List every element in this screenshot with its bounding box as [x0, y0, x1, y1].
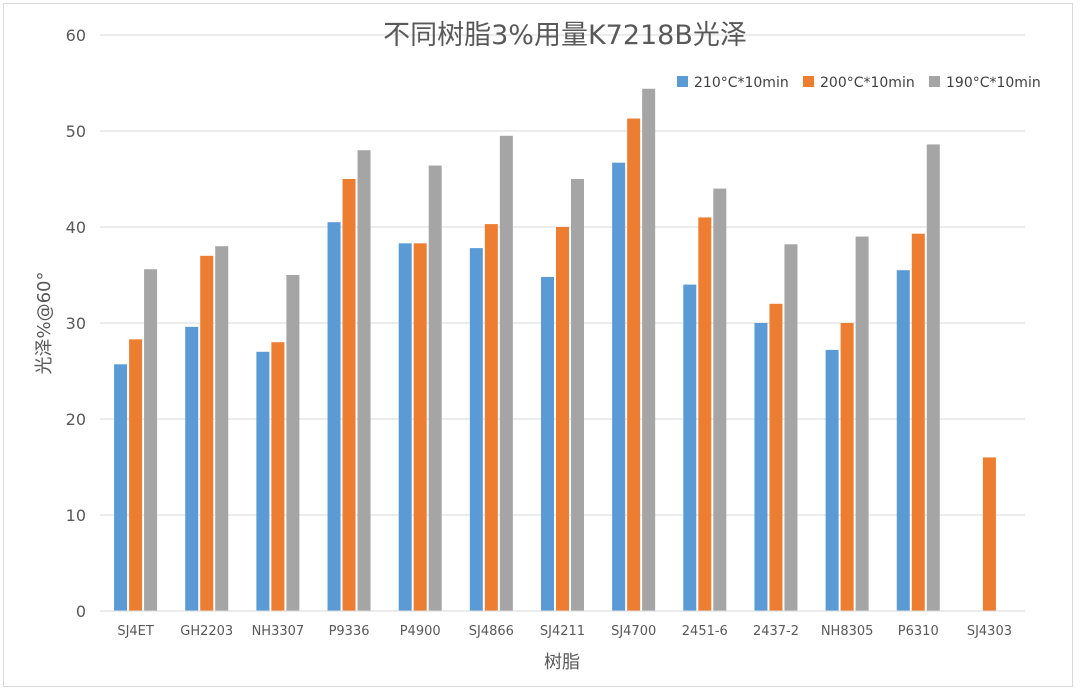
bar [413, 243, 427, 611]
bar [642, 88, 656, 611]
bar [271, 342, 285, 611]
bar [769, 303, 783, 611]
bar [612, 162, 626, 611]
bar [484, 224, 498, 611]
chart-title: 不同树脂3%用量K7218B光泽 [383, 20, 747, 51]
bar [286, 275, 300, 611]
y-tick-label: 40 [66, 218, 86, 237]
x-tick-label: NH3307 [252, 624, 305, 639]
bar [398, 243, 412, 611]
bar [144, 269, 158, 611]
bar [825, 349, 839, 611]
x-tick-label: SJ4ET [117, 624, 154, 639]
y-tick-label: 30 [66, 314, 86, 333]
bar [713, 188, 727, 611]
bars [114, 88, 996, 612]
legend-swatch [803, 76, 814, 87]
legend: 210°C*10min 200°C*10min 190°C*10min [677, 75, 1041, 91]
bar [469, 248, 483, 611]
bar [982, 457, 996, 611]
bar [926, 144, 940, 611]
y-tick-label: 60 [66, 26, 86, 45]
bar [327, 222, 341, 611]
bar [342, 179, 356, 611]
x-axis-label: 树脂 [544, 652, 580, 673]
x-tick-label: P9336 [329, 624, 370, 639]
x-tick-label: GH2203 [180, 624, 233, 639]
x-tick-label: SJ4211 [540, 624, 585, 639]
bar [556, 227, 569, 611]
bar [114, 364, 128, 611]
legend-label: 190°C*10min [946, 75, 1041, 91]
bar [200, 255, 214, 612]
bar [840, 323, 854, 611]
x-tick-label: SJ4700 [611, 624, 656, 639]
gridlines [100, 34, 1025, 516]
y-axis-label: 光泽%@60° [34, 271, 55, 374]
x-tick-label: 2437-2 [753, 624, 799, 639]
bar [683, 284, 697, 611]
x-tick-label: P6310 [898, 624, 939, 639]
legend-label: 210°C*10min [694, 75, 789, 91]
bar [911, 233, 925, 611]
bar [357, 150, 371, 611]
x-tick-label: P4900 [400, 624, 441, 639]
bar [627, 118, 641, 612]
x-tick-label: SJ4866 [469, 624, 514, 639]
bar [215, 246, 229, 611]
x-tick-label: NH8305 [821, 624, 874, 639]
chart-frame [3, 3, 1073, 687]
bar [698, 217, 712, 611]
bar [256, 351, 270, 611]
bar [571, 179, 584, 611]
bar [428, 165, 442, 611]
y-axis-ticks: 0 10 20 30 40 50 60 [66, 26, 86, 621]
bar [784, 244, 798, 611]
bar [185, 326, 199, 611]
y-tick-label: 0 [76, 602, 86, 621]
bar [754, 323, 768, 611]
bar [896, 270, 910, 611]
legend-label: 200°C*10min [820, 75, 915, 91]
bar [129, 339, 143, 611]
bar [541, 276, 554, 611]
legend-swatch [929, 76, 940, 87]
bar [855, 236, 869, 611]
y-tick-label: 20 [66, 410, 86, 429]
x-tick-label: 2451-6 [682, 624, 728, 639]
x-tick-label: SJ4303 [967, 624, 1012, 639]
x-axis-ticks: SJ4ET GH2203 NH3307 P9336 P4900 SJ4866 SJ4211 S… [117, 624, 1012, 639]
y-tick-label: 10 [66, 506, 86, 525]
y-tick-label: 50 [66, 122, 86, 141]
bar [499, 135, 513, 612]
legend-swatch [677, 76, 688, 87]
